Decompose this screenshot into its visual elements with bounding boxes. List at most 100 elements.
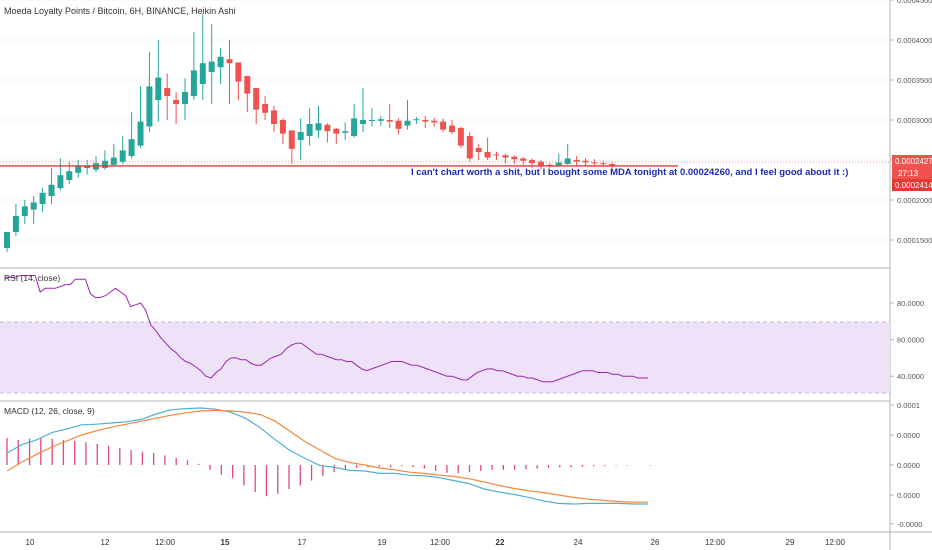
candle-body[interactable] [12,216,19,232]
candle-body[interactable] [57,175,64,188]
macd-tick-label: -0.0000 [897,520,922,529]
candle-body[interactable] [137,121,144,146]
candle-body[interactable] [449,125,455,132]
candle-body[interactable] [262,104,269,113]
rsi-tick-label: 80.0000 [897,299,924,308]
candle-body[interactable] [190,70,197,96]
candle-body[interactable] [226,59,233,64]
candle-body[interactable] [48,184,55,196]
candle-body[interactable] [475,148,482,152]
candle-body[interactable] [360,120,366,124]
candle-body[interactable] [422,120,429,122]
rsi-band [0,322,890,393]
candle-body[interactable] [155,77,162,100]
candle-body[interactable] [217,56,224,68]
time-tick-label: 22 [496,538,505,547]
time-tick-label: 12:00 [705,538,726,547]
candle-body[interactable] [110,157,117,165]
candle-body[interactable] [457,128,464,146]
candle-body[interactable] [315,123,322,131]
candle-body[interactable] [573,160,580,162]
candle-body[interactable] [386,120,393,122]
candle-body[interactable] [520,158,527,161]
candle-body[interactable] [377,119,384,121]
candle-body[interactable] [609,164,616,166]
candle-body[interactable] [306,124,313,136]
countdown-label: 27:13 [898,169,919,178]
candle-body[interactable] [404,120,411,126]
candle-body[interactable] [555,162,562,166]
candle-body[interactable] [30,202,37,210]
candle-body[interactable] [466,136,473,159]
candle-body[interactable] [39,192,46,204]
time-tick-label: 24 [574,538,583,547]
candle-body[interactable] [4,232,10,248]
candle-body[interactable] [66,171,73,180]
candle-body[interactable] [511,156,518,160]
line-price-badge [892,179,932,191]
line-price-label: 0.00024145 [895,181,932,190]
candle-body[interactable] [342,131,349,133]
candle-body[interactable] [395,120,402,129]
countdown-badge [892,167,932,179]
candle-body[interactable] [119,150,126,162]
candle-body[interactable] [333,128,340,134]
candle-body[interactable] [297,132,304,140]
candle-body[interactable] [484,152,491,158]
candle-body[interactable] [413,119,420,121]
candle-body[interactable] [324,124,331,132]
candle-body[interactable] [351,118,358,136]
candle-body[interactable] [538,161,544,167]
candle-body[interactable] [235,62,242,82]
candle-body[interactable] [75,166,82,173]
candle-body[interactable] [368,120,375,121]
time-tick-label: 12:00 [825,538,846,547]
rsi-line [5,275,648,383]
candle-body[interactable] [101,160,108,168]
candle-body[interactable] [440,121,447,130]
candle-body[interactable] [164,88,171,96]
time-tick-label: 19 [378,538,387,547]
candle-body[interactable] [128,139,135,156]
macd-line [6,407,648,505]
candle-body[interactable] [493,154,500,156]
macd-title: MACD (12, 26, close, 9) [4,406,95,416]
rsi-title: RSI (14, close) [4,273,60,283]
candle-body[interactable] [279,120,286,134]
candle-body[interactable] [21,206,28,216]
candle-body[interactable] [591,162,598,164]
candle-body[interactable] [182,92,188,104]
candle-body[interactable] [84,165,91,168]
time-tick-label: 17 [298,538,307,547]
macd-tick-label: 0.0000 [897,461,920,470]
time-tick-label: 15 [221,538,230,547]
candle-body[interactable] [146,86,153,127]
candle-body[interactable] [600,163,607,165]
candle-body[interactable] [173,100,180,104]
candle-body[interactable] [208,61,215,72]
rsi-tick-label: 40.0000 [897,372,924,381]
annotation-text[interactable]: I can't chart worth a shit, but I bought… [411,167,848,178]
candle-body[interactable] [288,130,295,149]
signal-line [6,409,648,503]
time-tick-label: 12:00 [430,538,451,547]
candle-body[interactable] [253,88,260,110]
time-tick-label: 12:00 [155,538,176,547]
rsi-tick-label: 60.0000 [897,336,924,345]
candle-body[interactable] [564,158,571,164]
price-tick-label: 0.00015000 [897,236,932,245]
candle-body[interactable] [431,120,438,123]
time-tick-label: 12 [101,538,110,547]
candle-body[interactable] [529,160,536,164]
candle-body[interactable] [199,63,206,84]
candle-body[interactable] [271,110,277,124]
candle-body[interactable] [244,76,251,94]
macd-tick-label: 0.0000 [897,431,920,440]
candle-body[interactable] [502,155,509,158]
time-tick-label: 26 [651,538,660,547]
